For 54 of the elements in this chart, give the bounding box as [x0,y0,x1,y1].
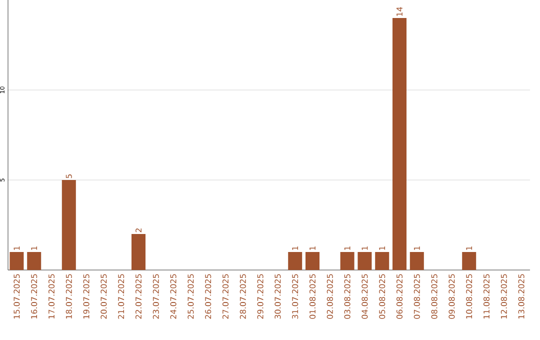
data-label: 1 [466,246,472,250]
x-tick-label: 15.07.2025 [14,274,20,318]
x-tick-label: 30.07.2025 [274,274,281,319]
data-label: 2 [136,228,142,232]
x-tick-label: 05.08.2025 [379,274,386,319]
x-tick-label: 16.07.2025 [31,274,38,318]
bar [358,252,372,270]
bar [306,252,320,270]
x-tick-label: 27.07.2025 [222,274,229,319]
x-tick-label: 31.07.2025 [292,274,298,319]
x-tick-label: 23.07.2025 [152,274,159,319]
x-tick-label: 20.07.2025 [100,274,107,319]
x-tick-label: 18.07.2025 [66,274,72,318]
x-tick-label: 26.07.2025 [205,274,212,319]
x-tick-label: 28.07.2025 [240,274,246,319]
bar [27,252,42,270]
data-label: 1 [362,246,368,250]
bar [340,252,354,270]
x-tick-label: 04.08.2025 [362,274,368,319]
x-tick-label: 11.08.2025 [483,274,490,318]
x-tick-label: 09.08.2025 [448,274,455,319]
x-tick-label: 17.07.2025 [48,274,55,318]
bar [132,234,146,270]
x-tick-label: 12.08.2025 [500,274,507,318]
x-tick-label: 08.08.2025 [431,274,438,319]
x-tick-label: 02.08.2025 [326,274,333,319]
x-tick-label: 25.07.2025 [188,274,194,319]
data-label: 14 [396,7,402,16]
data-label: 1 [31,246,38,250]
bar [392,18,407,270]
data-label: 5 [66,174,72,178]
x-tick-label: 01.08.2025 [309,274,316,319]
bar [375,252,390,270]
x-tick-label: 03.08.2025 [344,274,350,319]
x-tick-label: 21.07.2025 [118,274,124,319]
bar [462,252,476,270]
x-tick-label: 13.08.2025 [518,274,524,318]
bar [62,180,76,270]
x-tick-label: 19.07.2025 [83,274,90,318]
x-tick-label: 10.08.2025 [466,274,472,318]
bar [410,252,424,270]
x-tick-label: 22.07.2025 [135,274,142,319]
x-tick-label: 07.08.2025 [414,274,420,319]
data-label: 1 [14,246,20,250]
x-tick-label: 06.08.2025 [396,274,403,319]
data-label: 1 [414,246,420,250]
bar [288,252,302,270]
data-label: 1 [310,246,316,250]
x-tick-label: 24.07.2025 [170,274,176,319]
x-tick-label: 29.07.2025 [257,274,264,319]
data-label: 1 [379,246,386,250]
data-label: 1 [344,246,350,250]
data-label: 1 [292,246,298,250]
bar [10,252,24,270]
